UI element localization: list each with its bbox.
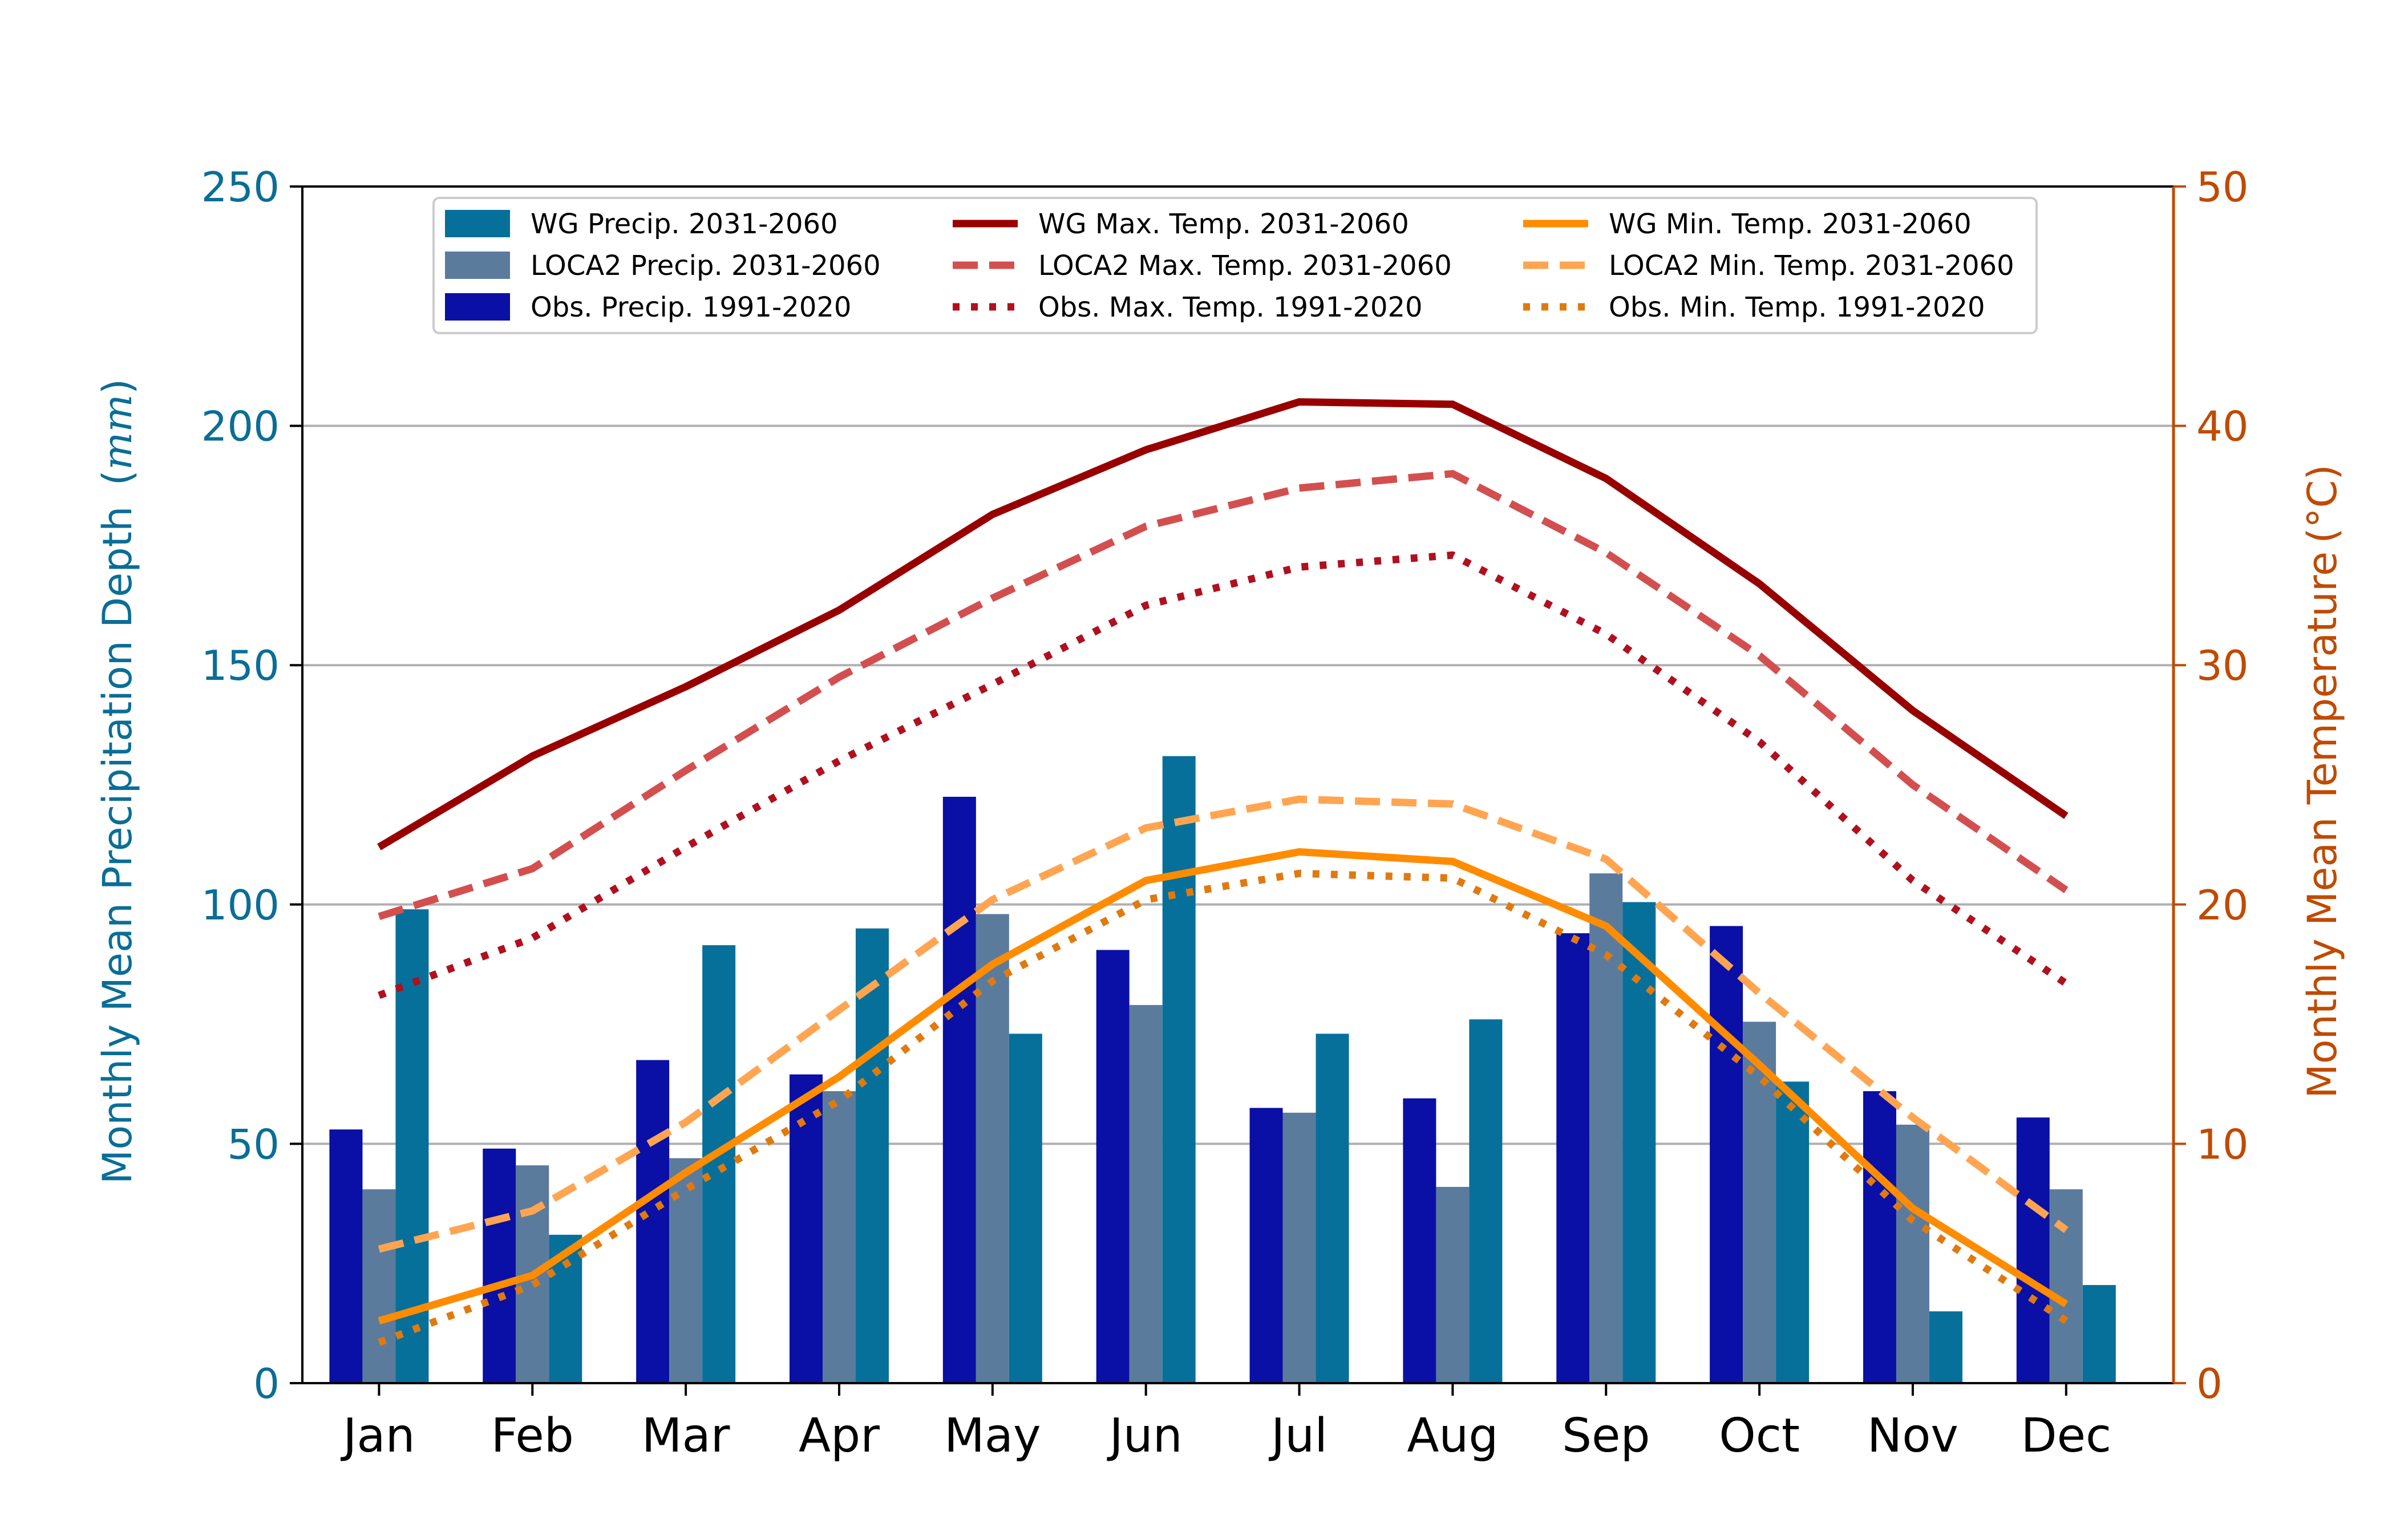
- line-obs-min-temp-1991-2020: [378, 869, 2069, 1346]
- x-tick-label: Feb: [491, 1409, 574, 1463]
- legend-label: LOCA2 Precip. 2031-2060: [531, 250, 881, 282]
- x-tick-label: Sep: [1562, 1409, 1650, 1463]
- bar-obs-precip-1991-2020-sep: [1556, 933, 1590, 1383]
- left-tick-label: 150: [201, 642, 280, 690]
- right-tick-label: 0: [2196, 1360, 2223, 1408]
- x-tick-label: Nov: [1867, 1409, 1958, 1463]
- line-loca2-max-temp-2031-2060: [378, 470, 2069, 921]
- left-axis-label: Monthly Mean Precipitation Depth (mm): [94, 379, 141, 1184]
- left-axis-label-text: Monthly Mean Precipitation Depth: [94, 506, 141, 1185]
- legend-swatch: [445, 252, 510, 279]
- x-tick-label: Oct: [1719, 1409, 1800, 1463]
- bar-wg-precip-2031-2060-oct: [1776, 1081, 1810, 1383]
- legend-swatch: [445, 293, 510, 321]
- right-tick-label: 30: [2196, 642, 2249, 690]
- line-wg-max-temp-2031-2060: [377, 398, 2069, 850]
- legend-box: [432, 197, 2038, 334]
- x-tick-label: Jul: [1268, 1409, 1327, 1463]
- lines: [377, 398, 2069, 1346]
- bar-wg-precip-2031-2060-aug: [1469, 1019, 1503, 1383]
- x-tick-label: Dec: [2021, 1409, 2111, 1463]
- legend-label: Obs. Precip. 1991-2020: [531, 291, 851, 323]
- bar-wg-precip-2031-2060-mar: [702, 945, 736, 1383]
- legend-entry-wg-min-temp-2031-2060: WG Min. Temp. 2031-2060: [1523, 208, 1972, 240]
- bars: [329, 756, 2116, 1383]
- legend-entry-obs-min-temp-1991-2020: Obs. Min. Temp. 1991-2020: [1523, 291, 1985, 323]
- bar-obs-precip-1991-2020-may: [942, 796, 976, 1383]
- legend-entry-wg-precip-2031-2060: WG Precip. 2031-2060: [445, 208, 838, 240]
- legend-label: LOCA2 Max. Temp. 2031-2060: [1038, 250, 1452, 282]
- right-tick-label: 50: [2196, 163, 2249, 211]
- x-tick-label: May: [944, 1409, 1041, 1463]
- legend-entry-obs-precip-1991-2020: Obs. Precip. 1991-2020: [445, 291, 851, 323]
- bar-loca2-precip-2031-2060-nov: [1896, 1124, 1929, 1383]
- bar-wg-precip-2031-2060-apr: [855, 928, 889, 1383]
- bar-wg-precip-2031-2060-sep: [1622, 902, 1656, 1383]
- ticks: 0 50 100 150 200 250 0 10 20 30 40 50 Jan Feb Mar Apr Ma…: [201, 163, 2249, 1463]
- right-tick-label: 40: [2196, 403, 2249, 451]
- bar-obs-precip-1991-2020-nov: [1863, 1091, 1896, 1383]
- legend-swatch: [445, 210, 510, 237]
- bar-wg-precip-2031-2060-jun: [1162, 756, 1196, 1383]
- legend-label: LOCA2 Min. Temp. 2031-2060: [1609, 250, 2014, 282]
- right-tick-label: 10: [2196, 1120, 2249, 1168]
- legend-label: Obs. Max. Temp. 1991-2020: [1038, 291, 1423, 323]
- bar-wg-precip-2031-2060-nov: [1929, 1311, 1962, 1383]
- left-tick-label: 0: [253, 1360, 280, 1408]
- x-tick-label: Mar: [642, 1409, 730, 1463]
- axes: [301, 185, 2175, 1384]
- bar-loca2-precip-2031-2060-dec: [2049, 1189, 2083, 1383]
- bar-loca2-precip-2031-2060-jun: [1129, 1005, 1163, 1383]
- bar-obs-precip-1991-2020-feb: [483, 1148, 516, 1383]
- left-tick-label: 200: [201, 403, 280, 451]
- legend-entry-obs-max-temp-1991-2020: Obs. Max. Temp. 1991-2020: [953, 291, 1423, 323]
- bar-loca2-precip-2031-2060-sep: [1589, 873, 1623, 1383]
- bar-obs-precip-1991-2020-apr: [789, 1074, 823, 1383]
- right-axis-label-unit: (°C): [2299, 464, 2346, 544]
- right-axis-label: Monthly Mean Temperature (°C): [2299, 464, 2346, 1098]
- bar-wg-precip-2031-2060-jul: [1316, 1034, 1349, 1383]
- line-wg-min-temp-2031-2060: [378, 848, 2069, 1325]
- legend-entry-loca2-precip-2031-2060: LOCA2 Precip. 2031-2060: [445, 250, 881, 282]
- bar-loca2-precip-2031-2060-jan: [362, 1189, 396, 1383]
- bar-obs-precip-1991-2020-jun: [1096, 950, 1130, 1383]
- bar-obs-precip-1991-2020-jan: [329, 1129, 363, 1383]
- legend: WG Precip. 2031-2060 WG Max. Temp. 2031-2…: [432, 197, 2038, 334]
- legend-label: Obs. Min. Temp. 1991-2020: [1609, 291, 1985, 323]
- bar-obs-precip-1991-2020-dec: [2016, 1117, 2050, 1383]
- bar-loca2-precip-2031-2060-may: [976, 914, 1009, 1383]
- left-axis-label-unit: mm: [94, 394, 141, 470]
- bar-obs-precip-1991-2020-jul: [1249, 1108, 1283, 1383]
- legend-entry-wg-max-temp-2031-2060: WG Max. Temp. 2031-2060: [953, 208, 1409, 240]
- bar-loca2-precip-2031-2060-apr: [822, 1091, 856, 1383]
- bar-obs-precip-1991-2020-oct: [1710, 926, 1743, 1383]
- legend-label: WG Max. Temp. 2031-2060: [1038, 208, 1409, 240]
- x-tick-label: Aug: [1407, 1409, 1498, 1463]
- left-tick-label: 100: [201, 881, 280, 929]
- legend-entry-loca2-min-temp-2031-2060: LOCA2 Min. Temp. 2031-2060: [1523, 250, 2014, 282]
- bar-obs-precip-1991-2020-mar: [636, 1060, 670, 1383]
- left-tick-label: 250: [201, 163, 280, 211]
- x-tick-label: Jun: [1107, 1409, 1183, 1463]
- legend-entry-loca2-max-temp-2031-2060: LOCA2 Max. Temp. 2031-2060: [953, 250, 1452, 282]
- legend-label: WG Precip. 2031-2060: [531, 208, 838, 240]
- left-tick-label: 50: [227, 1120, 280, 1168]
- right-tick-label: 20: [2196, 881, 2249, 929]
- bar-loca2-precip-2031-2060-mar: [669, 1158, 703, 1383]
- x-tick-label: Jan: [340, 1409, 415, 1463]
- right-axis-label-text: Monthly Mean Temperature: [2299, 552, 2346, 1099]
- bar-loca2-precip-2031-2060-oct: [1743, 1022, 1776, 1383]
- x-tick-label: Apr: [799, 1409, 880, 1463]
- bar-wg-precip-2031-2060-may: [1009, 1034, 1042, 1383]
- bar-obs-precip-1991-2020-aug: [1403, 1098, 1436, 1383]
- line-obs-max-temp-1991-2020: [378, 551, 2069, 999]
- line-loca2-min-temp-2031-2060: [378, 795, 2069, 1253]
- bar-wg-precip-2031-2060-dec: [2082, 1284, 2116, 1383]
- bar-loca2-precip-2031-2060-aug: [1436, 1186, 1470, 1383]
- legend-label: WG Min. Temp. 2031-2060: [1609, 208, 1972, 240]
- bar-loca2-precip-2031-2060-jul: [1282, 1112, 1316, 1383]
